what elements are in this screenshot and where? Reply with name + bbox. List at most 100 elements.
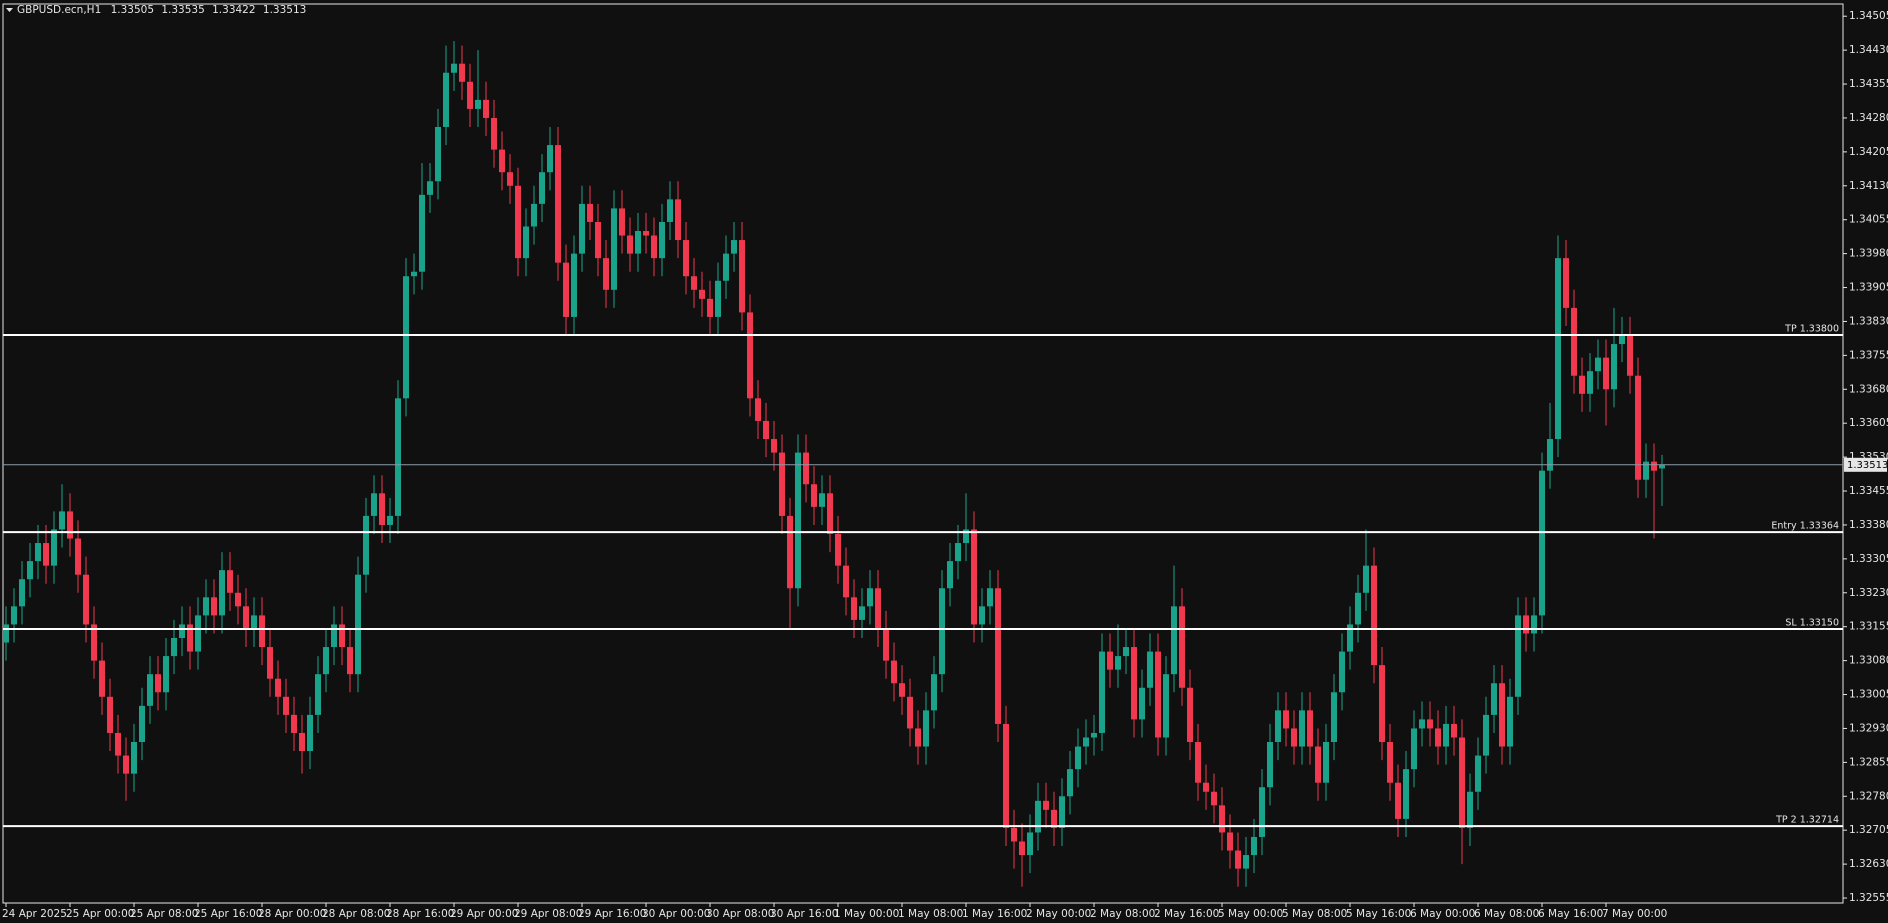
candle-body <box>1555 258 1561 440</box>
candle-body <box>1595 357 1601 372</box>
x-tick-label: 1 May 16:00 <box>962 908 1027 920</box>
x-tick-label: 5 May 00:00 <box>1218 908 1283 920</box>
candle-body <box>1427 719 1433 729</box>
candle-body <box>1411 728 1417 770</box>
x-tick-label: 7 May 00:00 <box>1602 908 1667 920</box>
symbol-menu[interactable] <box>6 8 13 12</box>
candle-body <box>1499 683 1505 747</box>
candle-body <box>603 258 609 290</box>
y-tick-label: 1.32555 <box>1849 892 1888 904</box>
candle-body <box>1571 307 1577 376</box>
last-open: 1.33505 <box>111 4 154 16</box>
y-tick-label: 1.34430 <box>1849 44 1888 56</box>
y-tick-label: 1.32780 <box>1849 790 1888 802</box>
candle-body <box>427 181 433 195</box>
x-tick-label: 28 Apr 08:00 <box>322 908 390 920</box>
candle-body <box>1067 769 1073 797</box>
candle-body <box>1019 841 1025 856</box>
candle-body <box>739 240 745 313</box>
candle-body <box>747 312 753 399</box>
candle-body <box>1475 755 1481 792</box>
candle-body <box>1659 464 1665 469</box>
candle-body <box>403 276 409 399</box>
candle-body <box>595 221 601 259</box>
candle-body <box>971 529 977 625</box>
candle-body <box>1283 710 1289 729</box>
x-tick-label: 28 Apr 00:00 <box>258 908 326 920</box>
candle-body <box>451 63 457 73</box>
candle-body <box>667 199 673 222</box>
candle-body <box>267 647 273 679</box>
candle-body <box>467 81 473 109</box>
candle-body <box>1483 714 1489 756</box>
candle-body <box>131 742 137 774</box>
candle-body <box>571 253 577 317</box>
y-tick-label: 1.33305 <box>1849 553 1888 565</box>
candle-body <box>1171 606 1177 675</box>
candle-body <box>819 493 825 507</box>
y-tick-label: 1.34130 <box>1849 180 1888 192</box>
candle-body <box>75 538 81 575</box>
candle-body <box>139 705 145 743</box>
candle-body <box>1643 461 1649 480</box>
candle-body <box>147 674 153 706</box>
candle-body <box>883 628 889 661</box>
candle-body <box>1115 656 1121 670</box>
candle-body <box>195 615 201 652</box>
candle-body <box>859 606 865 620</box>
x-tick-label: 2 May 16:00 <box>1154 908 1219 920</box>
candle-body <box>371 493 377 516</box>
y-tick-label: 1.32630 <box>1849 858 1888 870</box>
candle-body <box>251 615 257 629</box>
candle-body <box>515 185 521 259</box>
candle-body <box>1155 651 1161 738</box>
candle-body <box>1131 647 1137 720</box>
candle-body <box>587 203 593 222</box>
candle-body <box>123 755 129 774</box>
y-tick-label: 1.33755 <box>1849 349 1888 361</box>
candle-body <box>1331 692 1337 743</box>
candle-body <box>539 172 545 204</box>
candle-body <box>979 606 985 625</box>
candle-body <box>83 574 89 625</box>
last-low: 1.33422 <box>212 4 255 16</box>
x-tick-label: 25 Apr 08:00 <box>130 908 198 920</box>
candle-body <box>947 561 953 589</box>
candle-body <box>1467 791 1473 828</box>
candle-body <box>659 221 665 259</box>
candle-body <box>339 624 345 648</box>
candle-body <box>243 606 249 629</box>
y-tick-label: 1.33455 <box>1849 485 1888 497</box>
candle-body <box>763 420 769 440</box>
candle-body <box>691 276 697 290</box>
candle-body <box>1539 470 1545 616</box>
level-label: TP 2 1.32714 <box>1775 815 1839 826</box>
y-tick-label: 1.34055 <box>1849 214 1888 226</box>
candle-body <box>795 452 801 589</box>
candle-body <box>115 732 121 756</box>
candle-body <box>1459 737 1465 828</box>
candle-body <box>1291 728 1297 747</box>
y-tick-label: 1.32705 <box>1849 824 1888 836</box>
candle-body <box>235 592 241 607</box>
candle-body <box>299 732 305 752</box>
x-tick-label: 1 May 00:00 <box>834 908 899 920</box>
candle-body <box>555 145 561 263</box>
chart-header: GBPUSD.ecn,H1 1.33505 1.33535 1.33422 1.… <box>17 4 306 16</box>
candle-body <box>1059 796 1065 828</box>
candle-body <box>1315 746 1321 783</box>
candle-body <box>179 624 185 639</box>
candle-body <box>43 543 49 566</box>
candle-body <box>771 439 777 453</box>
candle-body <box>1299 710 1305 747</box>
y-tick-label: 1.32930 <box>1849 722 1888 734</box>
candle-body <box>995 588 1001 724</box>
candle-body <box>1523 615 1529 634</box>
candle-body <box>907 696 913 729</box>
candle-body <box>395 398 401 516</box>
candle-body <box>611 208 617 290</box>
candle-body <box>379 493 385 525</box>
candle-body <box>731 240 737 254</box>
x-tick-label: 6 May 16:00 <box>1538 908 1603 920</box>
